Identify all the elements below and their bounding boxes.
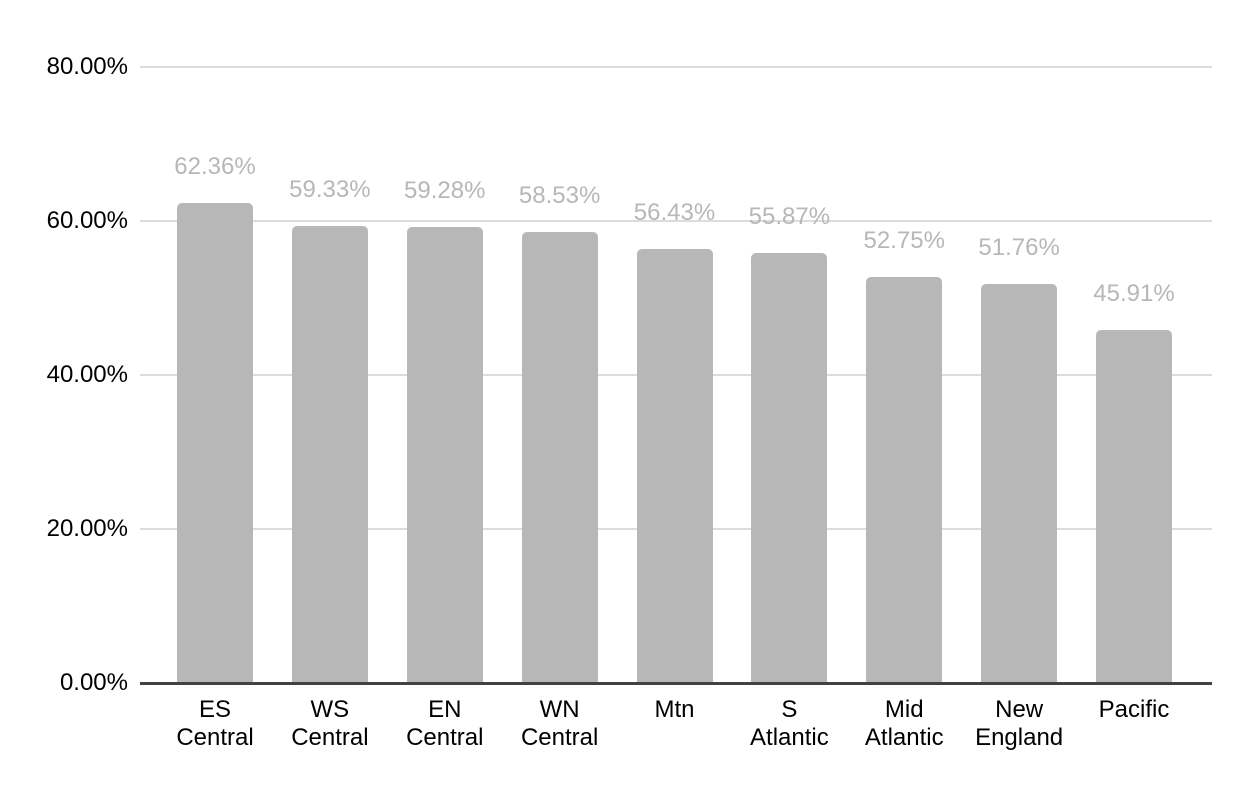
x-axis-category-label-line: ES [198, 696, 231, 723]
bar-value-label: 62.36% [174, 152, 256, 180]
x-axis-category-label-line: WN [539, 696, 580, 723]
gridline [140, 220, 1212, 222]
bar-new-england [981, 284, 1058, 683]
bar-value-label: 55.87% [748, 202, 831, 230]
y-axis-tick-label: 40.00% [46, 361, 128, 388]
x-axis-category-label: New England [944, 696, 1094, 752]
x-axis-category-label-line: S [781, 696, 798, 723]
x-axis-category-label: Pacific [1059, 696, 1209, 724]
x-axis-category-label-line: England [975, 724, 1064, 751]
x-axis-category-label-line: Mid [884, 696, 924, 723]
bar-value-label: 59.33% [289, 176, 371, 204]
bar-value-label: 52.75% [863, 226, 945, 254]
x-axis-category-label: Mtn [600, 696, 750, 724]
bar-wn-central [521, 232, 598, 683]
x-axis-category-label: Mid Atlantic [829, 696, 979, 752]
x-axis-category-label-line: Central [176, 724, 254, 751]
bar-en-central [406, 226, 483, 683]
bar-value-label: 58.53% [518, 182, 601, 210]
bar-value-label: 59.28% [404, 176, 486, 204]
x-axis-category-label: S Atlantic [714, 696, 864, 752]
x-axis-category-label: ES Central [140, 696, 290, 752]
x-axis-baseline [140, 682, 1212, 685]
bar-es-central [177, 202, 253, 683]
x-axis-category-label-line: WS [310, 696, 350, 723]
y-axis-tick-label: 60.00% [46, 207, 128, 234]
x-axis-category-label-line: Central [406, 724, 484, 751]
x-axis-category-label-line: EN [428, 696, 462, 723]
bar-pacific [1096, 329, 1172, 683]
bar-ws-central [291, 226, 368, 683]
bar-mid-atlantic [866, 276, 943, 683]
x-axis-category-label: WS Central [255, 696, 405, 752]
bar-value-label: 51.76% [978, 234, 1060, 262]
bar-s-atlantic [751, 252, 828, 683]
x-axis-category-label-line: Central [520, 724, 599, 751]
y-axis-tick-label: 80.00% [46, 53, 128, 80]
x-axis-category-label-line: Pacific [1098, 696, 1170, 723]
x-axis-category-label: EN Central [370, 696, 520, 752]
bar-mtn [636, 248, 713, 683]
gridline [140, 66, 1212, 68]
x-axis-category-label-line: Atlantic [864, 724, 944, 751]
x-axis-category-label-line: Mtn [654, 696, 695, 723]
y-axis-tick-label: 0.00% [59, 669, 128, 696]
x-axis-category-label: WN Central [485, 696, 635, 752]
x-axis-category-label-line: New [995, 696, 1044, 723]
y-axis-tick-label: 20.00% [46, 515, 128, 542]
x-axis-category-label-line: Central [291, 724, 369, 751]
bar-value-label: 45.91% [1093, 279, 1175, 307]
bar-value-label: 56.43% [633, 198, 716, 226]
x-axis-category-label-line: Atlantic [750, 724, 829, 751]
